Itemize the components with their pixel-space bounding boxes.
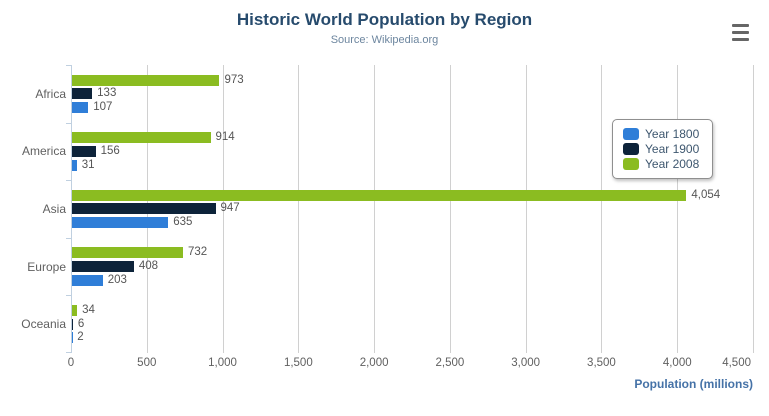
data-label: 4,054 <box>691 188 721 201</box>
legend: Year 1800 Year 1900 Year 2008 <box>612 119 713 179</box>
bar-year-1900-africa[interactable] <box>72 88 93 100</box>
menu-bar <box>732 31 749 34</box>
gridline <box>298 65 300 353</box>
data-label: 203 <box>107 273 127 286</box>
category-group-europe: 732 408 203 <box>72 238 754 296</box>
category-tick <box>66 65 72 66</box>
bar-line: 947 <box>72 202 754 215</box>
bar-year-1800-europe[interactable] <box>72 274 103 286</box>
value-tick-label: 2,500 <box>435 357 465 369</box>
category-group-america: 914 156 31 <box>72 123 754 181</box>
category-label-america: America <box>21 144 66 159</box>
value-tick-label: 1,000 <box>208 357 237 369</box>
category-label-asia: Asia <box>42 201 66 216</box>
value-tick-label: 2,000 <box>359 357 389 369</box>
legend-item-year-2008[interactable]: Year 2008 <box>623 157 702 171</box>
category-label-europe: Europe <box>27 259 66 274</box>
category-axis-labels: Africa America Asia Europe Oceania <box>0 65 66 353</box>
data-label: 732 <box>187 246 208 259</box>
gridline <box>753 65 754 353</box>
bar-year-2008-oceania[interactable] <box>72 304 78 316</box>
bar-line: 6 <box>72 317 754 330</box>
data-label: 408 <box>138 260 159 273</box>
gridline <box>601 65 603 353</box>
bar-line: 973 <box>72 73 754 86</box>
value-tick-label: 3,500 <box>587 357 616 369</box>
bar-line: 635 <box>72 216 754 229</box>
plot-area: 973 133 107 914 156 31 4,054 947 635 732 408 203 34 6… <box>66 65 754 353</box>
legend-item-year-1800[interactable]: Year 1800 <box>623 127 702 141</box>
bar-year-1800-america[interactable] <box>72 159 77 171</box>
data-label: 133 <box>97 87 117 100</box>
value-tick-label: 3,000 <box>511 357 541 369</box>
data-label: 973 <box>224 73 244 86</box>
data-label: 31 <box>81 158 95 171</box>
data-label: 156 <box>100 144 120 157</box>
category-group-oceania: 34 6 2 <box>72 295 754 353</box>
bar-line: 2 <box>72 331 754 344</box>
bar-line: 914 <box>72 131 754 144</box>
data-label: 947 <box>220 202 240 215</box>
data-label: 2 <box>77 331 84 344</box>
category-tick <box>66 180 72 182</box>
bar-line: 4,054 <box>72 188 754 201</box>
bar-line: 408 <box>72 260 754 273</box>
bar-year-2008-africa[interactable] <box>72 74 220 86</box>
data-label: 34 <box>82 303 95 316</box>
legend-swatch-icon <box>623 158 639 170</box>
category-label-oceania: Oceania <box>21 317 66 332</box>
bar-year-2008-asia[interactable] <box>72 189 687 201</box>
bar-year-1800-asia[interactable] <box>72 217 169 229</box>
data-label: 107 <box>93 101 113 114</box>
value-tick-label: 500 <box>137 357 157 369</box>
gridline <box>222 65 224 353</box>
legend-swatch-icon <box>623 143 639 155</box>
hamburger-menu-icon[interactable] <box>732 24 750 41</box>
bar-year-1900-america[interactable] <box>72 145 96 157</box>
bar-year-2008-america[interactable] <box>72 132 211 144</box>
bar-line: 133 <box>72 87 754 100</box>
bar-line: 31 <box>72 158 754 171</box>
value-tick-label: 4,500 <box>722 357 751 369</box>
bar-line: 156 <box>72 144 754 157</box>
category-tick <box>66 295 72 297</box>
bar-year-1900-oceania[interactable] <box>72 318 73 330</box>
bar-line: 107 <box>72 101 754 114</box>
category-label-africa: Africa <box>35 86 66 101</box>
data-label: 635 <box>173 216 193 229</box>
menu-bar <box>732 24 749 27</box>
bar-line: 732 <box>72 246 754 259</box>
legend-label: Year 1900 <box>645 142 700 156</box>
legend-swatch-icon <box>623 128 639 140</box>
x-axis-title: Population (millions) <box>634 377 753 391</box>
legend-item-year-1900[interactable]: Year 1900 <box>623 142 702 156</box>
bar-line: 34 <box>72 303 754 316</box>
category-tick <box>66 122 72 124</box>
category-tick <box>66 237 72 239</box>
bar-year-2008-europe[interactable] <box>72 247 183 259</box>
data-label: 914 <box>215 131 235 144</box>
gridline <box>449 65 451 353</box>
category-group-asia: 4,054 947 635 <box>72 180 754 238</box>
value-axis-labels: 0 500 1,000 1,500 2,000 2,500 3,000 3,500 4,000 4… <box>0 357 769 371</box>
gridline <box>374 65 376 353</box>
bar-year-1900-asia[interactable] <box>72 203 216 215</box>
gridline <box>677 65 679 353</box>
menu-bar <box>732 38 749 41</box>
category-tick <box>66 352 72 353</box>
chart-subtitle: Source: Wikipedia.org <box>330 34 439 46</box>
category-group-africa: 973 133 107 <box>72 65 754 123</box>
value-tick-label: 0 <box>67 357 75 369</box>
value-tick-label: 4,000 <box>662 357 692 369</box>
bar-year-1900-europe[interactable] <box>72 261 134 273</box>
data-label: 6 <box>77 317 85 330</box>
value-tick-label: 1,500 <box>283 357 313 369</box>
chart-title: Historic World Population by Region <box>236 10 533 29</box>
bar-line: 203 <box>72 273 754 286</box>
bar-year-1800-africa[interactable] <box>72 102 89 114</box>
legend-label: Year 1800 <box>645 127 700 141</box>
legend-label: Year 2008 <box>645 157 700 171</box>
gridline <box>525 65 527 353</box>
